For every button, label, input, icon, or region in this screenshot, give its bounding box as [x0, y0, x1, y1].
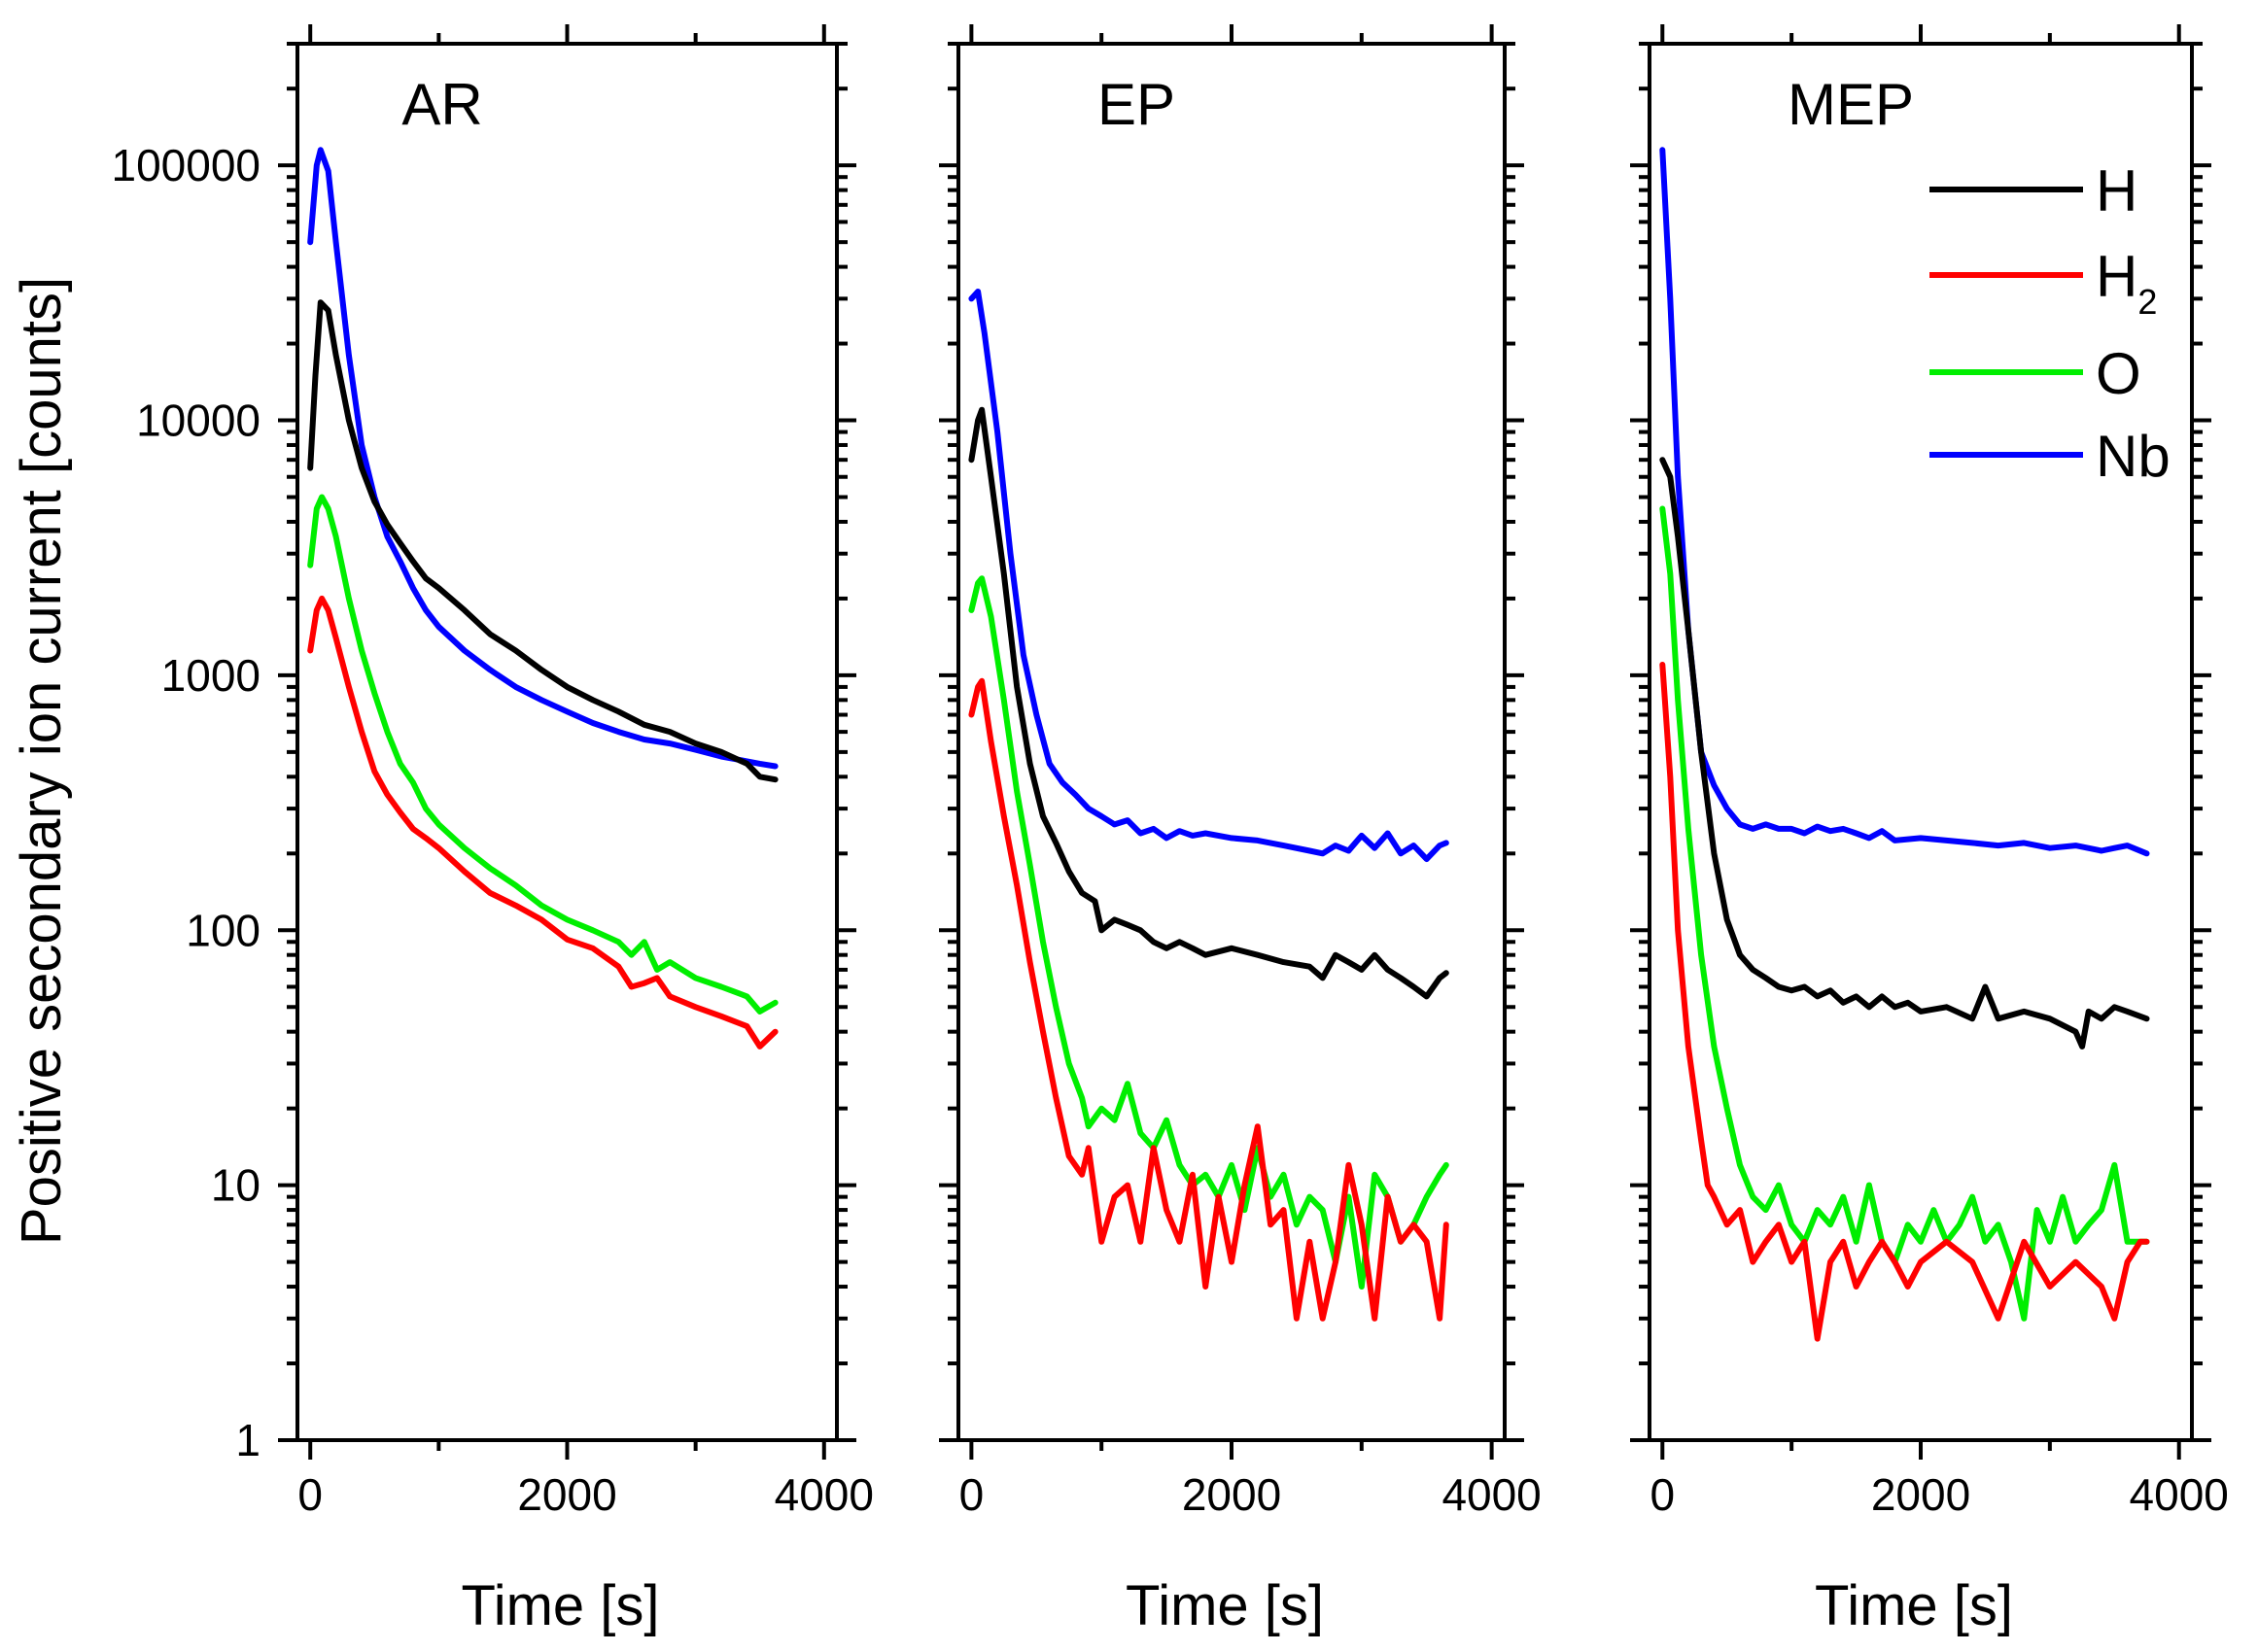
- legend-entry: Nb: [1929, 424, 2171, 489]
- x-axis-title: Time [s]: [1815, 1574, 2013, 1637]
- legend-label-subscript: 2: [2137, 282, 2157, 322]
- x-tick-label: 4000: [1442, 1469, 1541, 1520]
- legend-entry: H: [1929, 158, 2137, 224]
- y-tick-label: 100000: [112, 140, 261, 190]
- x-tick-label: 4000: [2130, 1469, 2229, 1520]
- panel-mep: 0 2000 4000 MEP Time [s]: [1630, 24, 2229, 1637]
- series-line-nb: [968, 289, 1449, 863]
- x-tick-label: 2000: [517, 1469, 616, 1520]
- x-tick-label: 2000: [1182, 1469, 1281, 1520]
- series-line-nb: [1659, 147, 2150, 857]
- x-tick-label: 0: [1650, 1469, 1675, 1520]
- panel-label: MEP: [1788, 72, 1914, 137]
- legend-label-text: Nb: [2096, 424, 2171, 489]
- legend-label: H2: [2096, 244, 2157, 322]
- legend-label: H: [2096, 158, 2137, 224]
- y-axis-title: Positive secondary ion current [counts]: [10, 277, 73, 1245]
- series-line-h2: [307, 595, 779, 1050]
- series-line-o: [968, 575, 1449, 1290]
- x-tick-label: 2000: [1871, 1469, 1970, 1520]
- legend-label: O: [2096, 341, 2141, 406]
- panel-label: EP: [1097, 72, 1175, 137]
- series-line-o: [1659, 505, 2150, 1322]
- legend-label-text: H: [2096, 244, 2137, 309]
- y-tick-label: 1000: [161, 650, 261, 701]
- plot-frame: [956, 42, 1507, 1442]
- plot-frame: [295, 42, 839, 1442]
- series-line-h2: [968, 677, 1449, 1322]
- series-line-h: [968, 406, 1449, 1000]
- legend-entry: H2: [1929, 244, 2157, 322]
- y-tick-label: 10000: [136, 396, 261, 446]
- x-axis-title: Time [s]: [461, 1574, 659, 1637]
- legend-label-text: O: [2096, 341, 2141, 406]
- panel-label: AR: [401, 72, 482, 137]
- series-line-h: [1659, 457, 2150, 1050]
- x-axis-title: Time [s]: [1126, 1574, 1324, 1637]
- x-tick-label: 0: [297, 1469, 323, 1520]
- series-line-o: [307, 494, 779, 1015]
- legend-label: Nb: [2096, 424, 2171, 489]
- panel-ar: 0 2000 4000 1 10 100 1000 10000 100000 AR Time [s]: [112, 24, 874, 1637]
- y-tick-label: 10: [211, 1160, 261, 1211]
- panel-ep: 0 2000 4000 EP Time [s]: [939, 24, 1542, 1637]
- legend-entry: O: [1929, 341, 2141, 406]
- x-tick-label: 4000: [775, 1469, 874, 1520]
- y-tick-label: 1: [235, 1415, 261, 1465]
- legend-label-text: H: [2096, 158, 2137, 224]
- series-line-nb: [307, 147, 779, 770]
- y-tick-label: 100: [186, 905, 261, 955]
- series-line-h: [307, 299, 779, 783]
- panels: 0 2000 4000 1 10 100 1000 10000 100000 AR Time [s]…: [112, 24, 2229, 1637]
- x-tick-label: 0: [959, 1469, 985, 1520]
- series-line-h2: [1659, 662, 2150, 1342]
